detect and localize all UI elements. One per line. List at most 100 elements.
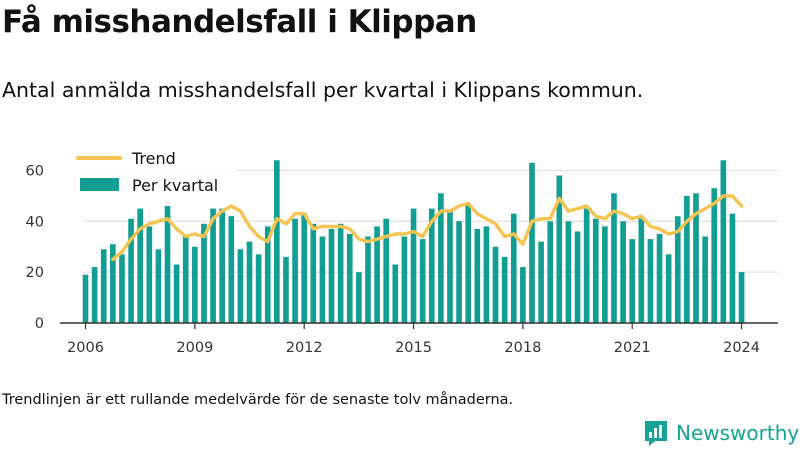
bar <box>547 221 554 323</box>
bar <box>301 213 308 323</box>
bar <box>237 249 244 323</box>
legend-trend-label: Trend <box>131 149 176 168</box>
bar <box>428 208 435 323</box>
bar <box>337 223 344 323</box>
bar <box>574 231 581 323</box>
bar <box>656 234 663 323</box>
bar <box>274 160 280 323</box>
bar <box>684 195 690 323</box>
bar <box>729 213 736 323</box>
bar <box>702 236 708 323</box>
newsworthy-logo: Newsworthy <box>643 418 799 448</box>
bar <box>447 211 453 323</box>
bar <box>592 218 599 323</box>
bar <box>501 256 508 323</box>
y-tick-label: 20 <box>26 265 44 281</box>
y-tick-label: 40 <box>26 214 44 230</box>
bar <box>720 160 727 323</box>
legend-bar-swatch <box>80 178 119 191</box>
bar <box>228 216 235 323</box>
x-tick-label: 2024 <box>723 340 760 356</box>
brand-name: Newsworthy <box>676 421 800 445</box>
bar <box>310 223 317 323</box>
bar <box>638 216 645 323</box>
bar <box>674 216 681 323</box>
bar <box>374 226 380 323</box>
y-tick-label: 0 <box>35 316 44 332</box>
bar <box>192 246 198 323</box>
trend-series <box>111 194 744 262</box>
bar <box>219 208 226 323</box>
x-tick-label: 2006 <box>67 340 104 356</box>
page-subtitle: Antal anmälda misshandelsfall per kvarta… <box>2 78 644 102</box>
bar <box>456 221 462 323</box>
bar <box>128 218 134 323</box>
bar <box>146 226 153 323</box>
newsworthy-logo-icon <box>645 421 667 446</box>
bar <box>119 254 125 323</box>
bar <box>629 239 636 323</box>
bar <box>173 264 180 323</box>
bar <box>100 249 107 323</box>
bar <box>483 226 490 323</box>
bar <box>91 267 98 323</box>
bar <box>110 244 116 323</box>
x-tick-label: 2009 <box>176 340 213 356</box>
bar <box>155 249 162 323</box>
bar <box>438 193 444 323</box>
bar <box>538 241 544 323</box>
bar <box>520 267 526 323</box>
axes: 0 20 40 60 2006 2009 2012 2015 2018 2021 2024 <box>26 163 778 356</box>
bar <box>292 218 298 323</box>
bar-chart: 0 20 40 60 2006 2009 2012 2015 2018 2021 2024 Tren… <box>26 146 778 356</box>
bar <box>201 223 207 323</box>
bar <box>565 221 572 323</box>
bar <box>328 228 335 323</box>
bar <box>492 246 499 323</box>
bar <box>210 208 216 323</box>
x-tick-label: 2012 <box>286 340 323 356</box>
bar <box>392 264 399 323</box>
footnote: Trendlinjen är ett rullande medelvärde f… <box>2 392 514 408</box>
bar <box>283 256 289 323</box>
bar <box>255 254 262 323</box>
bar <box>383 218 390 323</box>
x-tick-label: 2015 <box>395 340 432 356</box>
bar <box>510 213 517 323</box>
legend-background <box>70 146 236 201</box>
bar <box>620 221 626 323</box>
bar <box>693 193 699 323</box>
trend-line <box>111 194 744 262</box>
bar <box>738 272 745 323</box>
bar <box>410 208 417 323</box>
bar <box>319 236 326 323</box>
bar <box>474 228 481 323</box>
bar <box>164 206 171 323</box>
x-tick-label: 2018 <box>504 340 541 356</box>
bar <box>665 254 672 323</box>
x-tick-label: 2021 <box>614 340 651 356</box>
bar <box>419 239 426 323</box>
bar <box>647 239 654 323</box>
bar <box>356 272 362 323</box>
y-tick-label: 60 <box>26 163 44 179</box>
legend: Trend Per kvartal <box>70 146 236 201</box>
bar <box>611 193 617 323</box>
bar <box>556 175 563 323</box>
bar <box>365 236 371 323</box>
bar <box>529 162 535 323</box>
bar <box>246 241 253 323</box>
bar <box>602 226 608 323</box>
legend-bar-label: Per kvartal <box>132 176 218 195</box>
bar <box>137 208 144 323</box>
bar <box>346 234 353 323</box>
bar-series <box>82 160 745 323</box>
bar <box>711 188 718 323</box>
bar <box>264 226 271 323</box>
bar <box>465 203 472 323</box>
bar <box>401 236 408 323</box>
bar <box>182 236 189 323</box>
page-title: Få misshandelsfall i Klippan <box>2 4 477 40</box>
bar <box>583 208 590 323</box>
bar <box>82 274 89 323</box>
